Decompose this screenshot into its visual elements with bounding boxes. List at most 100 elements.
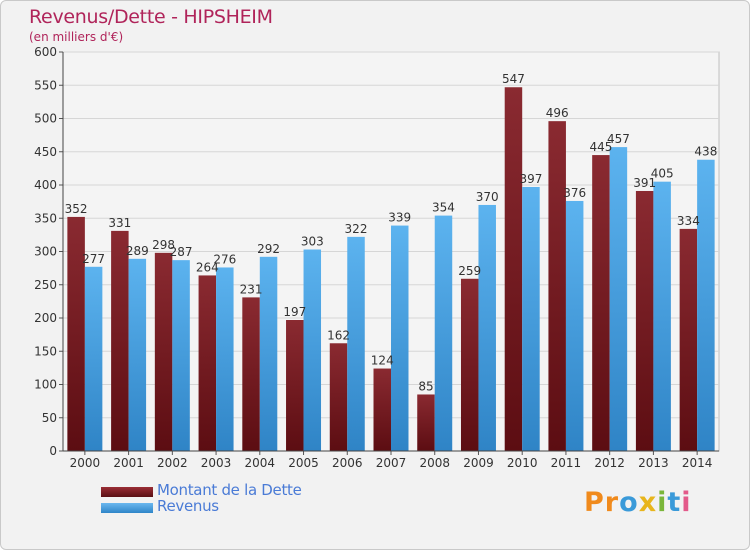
bar-revenus-2007 [391, 225, 409, 451]
bar-revenus-2004 [259, 256, 278, 451]
data-label: 370 [476, 190, 499, 204]
bar-dette-2010 [504, 87, 523, 452]
bar-dette-2011 [548, 121, 566, 451]
x-tick-label: 2013 [638, 456, 669, 470]
x-tick-label: 2008 [419, 456, 450, 470]
bar-dette-2006 [329, 343, 348, 451]
logo-letter: P [584, 487, 605, 518]
bar-revenus-2009 [478, 204, 496, 451]
bar-revenus-2012 [609, 147, 628, 451]
y-tick-label: 150 [34, 344, 57, 358]
data-label: 547 [502, 72, 525, 86]
data-label: 405 [651, 167, 674, 181]
bar-dette-2003 [198, 275, 217, 451]
bar-dette-2014 [679, 228, 698, 451]
data-label: 438 [694, 145, 717, 159]
y-tick-label: 250 [34, 278, 57, 292]
bar-revenus-2008 [434, 215, 453, 451]
y-tick-label: 500 [34, 112, 57, 126]
bar-revenus-2006 [347, 236, 365, 451]
data-label: 162 [327, 328, 350, 342]
x-tick-label: 2005 [288, 456, 319, 470]
x-tick-label: 2006 [332, 456, 363, 470]
bars [67, 87, 715, 452]
y-tick-label: 350 [34, 211, 57, 225]
bar-revenus-2005 [303, 249, 322, 451]
logo-letter: r [604, 487, 620, 518]
chart-title: Revenus/Dette - HIPSHEIM [29, 6, 273, 28]
data-label: 322 [345, 222, 368, 236]
x-tick-label: 2007 [376, 456, 407, 470]
data-label: 303 [301, 235, 324, 249]
x-tick-label: 2011 [551, 456, 582, 470]
logo-letter: t [667, 487, 682, 518]
x-tick-label: 2001 [113, 456, 144, 470]
legend-swatch-dette [101, 487, 153, 497]
data-label: 264 [196, 260, 219, 274]
data-label: 276 [213, 252, 236, 266]
data-label: 496 [546, 106, 569, 120]
bar-dette-2005 [286, 319, 304, 451]
y-tick-label: 550 [34, 78, 57, 92]
bar-revenus-2002 [172, 260, 190, 451]
data-label: 331 [108, 216, 131, 230]
data-label: 445 [589, 140, 612, 154]
y-tick-label: 600 [34, 45, 57, 59]
y-tick-label: 400 [34, 178, 57, 192]
logo-letter: i [681, 487, 692, 518]
data-label: 457 [607, 132, 630, 146]
bar-dette-2008 [417, 394, 435, 451]
data-label: 197 [283, 305, 306, 319]
data-label: 259 [458, 264, 481, 278]
data-label: 124 [371, 354, 394, 368]
bar-dette-2007 [373, 368, 391, 451]
y-tick-label: 50 [42, 411, 57, 425]
y-tick-label: 0 [49, 444, 57, 458]
bar-revenus-2000 [84, 266, 103, 451]
x-tick-label: 2009 [463, 456, 494, 470]
bar-revenus-2003 [216, 267, 234, 451]
logo-letter: i [657, 487, 668, 518]
data-label: 376 [563, 186, 586, 200]
data-label: 354 [432, 201, 455, 215]
bar-revenus-2001 [128, 258, 147, 451]
chart-subtitle: (en milliers d'€) [29, 30, 124, 44]
x-axis-ticks: 2000 2001 2002 2003 2004 2005 2006 2007 2008 2009… [63, 450, 719, 470]
data-label: 334 [677, 214, 700, 228]
bar-dette-2012 [592, 155, 610, 451]
data-label: 277 [82, 252, 105, 266]
data-label: 391 [633, 176, 656, 190]
data-label: 85 [418, 379, 433, 393]
x-tick-label: 2014 [682, 456, 713, 470]
legend-swatch-revenus [101, 503, 153, 513]
bar-revenus-2011 [565, 200, 584, 451]
bar-dette-2004 [242, 297, 260, 451]
data-label: 287 [170, 245, 193, 259]
proxiti-logo: Proxiti [584, 487, 692, 518]
x-tick-label: 2003 [201, 456, 232, 470]
data-label: 339 [388, 211, 411, 225]
bar-dette-2000 [67, 216, 85, 451]
x-tick-label: 2004 [245, 456, 276, 470]
data-label: 231 [240, 282, 263, 296]
logo-letter: x [638, 487, 658, 518]
y-tick-label: 100 [34, 378, 57, 392]
bar-dette-2001 [111, 230, 129, 451]
x-tick-label: 2012 [594, 456, 625, 470]
bar-revenus-2014 [697, 159, 715, 452]
data-label: 292 [257, 242, 280, 256]
y-tick-label: 200 [34, 311, 57, 325]
legend-label-revenus: Revenus [157, 497, 219, 515]
x-tick-label: 2002 [157, 456, 188, 470]
y-axis-ticks: 0 50 100 150 200 250 300 350 400 450 500 550 600 [34, 45, 64, 458]
bar-revenus-2013 [653, 181, 671, 452]
y-tick-label: 300 [34, 245, 57, 259]
bar-dette-2013 [635, 190, 654, 452]
bar-dette-2002 [154, 252, 173, 451]
data-label: 289 [126, 244, 149, 258]
data-label: 298 [152, 238, 175, 252]
bar-revenus-2010 [522, 186, 540, 451]
